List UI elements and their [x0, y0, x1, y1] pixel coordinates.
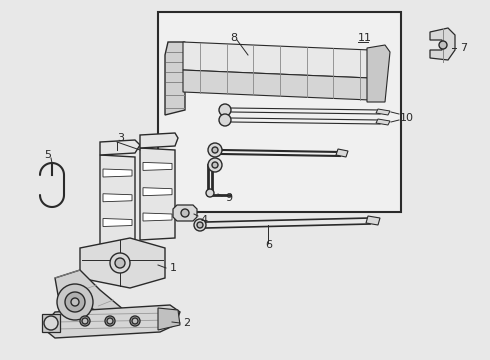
Circle shape	[208, 158, 222, 172]
Circle shape	[71, 298, 79, 306]
Circle shape	[82, 318, 88, 324]
Circle shape	[107, 318, 113, 324]
Polygon shape	[376, 119, 390, 125]
Bar	[42, 314, 60, 332]
Polygon shape	[336, 149, 348, 157]
Polygon shape	[100, 140, 140, 155]
Circle shape	[206, 189, 214, 197]
Text: 8: 8	[230, 33, 237, 43]
Polygon shape	[173, 205, 197, 221]
Polygon shape	[430, 28, 455, 60]
Text: 2: 2	[183, 318, 190, 328]
Text: 3: 3	[117, 133, 124, 143]
Circle shape	[197, 222, 203, 228]
Circle shape	[57, 284, 93, 320]
Polygon shape	[165, 42, 185, 115]
Text: 5: 5	[44, 150, 51, 160]
Polygon shape	[103, 219, 132, 226]
Polygon shape	[100, 155, 135, 245]
Text: 4: 4	[200, 215, 207, 225]
Text: 1: 1	[170, 263, 177, 273]
Circle shape	[181, 209, 189, 217]
Circle shape	[194, 219, 206, 231]
Circle shape	[212, 162, 218, 168]
Text: 10: 10	[400, 113, 414, 123]
Circle shape	[115, 258, 125, 268]
Circle shape	[130, 316, 140, 326]
Polygon shape	[103, 194, 132, 202]
Polygon shape	[143, 188, 172, 196]
Text: 6: 6	[265, 240, 272, 250]
Polygon shape	[55, 270, 130, 320]
Circle shape	[132, 318, 138, 324]
Polygon shape	[140, 133, 178, 148]
Circle shape	[65, 292, 85, 312]
Circle shape	[439, 41, 447, 49]
Polygon shape	[367, 45, 390, 102]
Circle shape	[208, 143, 222, 157]
Text: 7: 7	[460, 43, 467, 53]
Polygon shape	[158, 308, 180, 330]
Text: 11: 11	[358, 33, 372, 43]
Polygon shape	[366, 216, 380, 225]
Polygon shape	[143, 162, 172, 170]
Polygon shape	[45, 305, 180, 338]
Polygon shape	[80, 238, 165, 288]
Circle shape	[212, 147, 218, 153]
Circle shape	[110, 253, 130, 273]
Polygon shape	[103, 169, 132, 177]
Bar	[158, 12, 401, 212]
Circle shape	[44, 316, 58, 330]
Polygon shape	[376, 109, 390, 115]
Polygon shape	[183, 42, 370, 78]
Polygon shape	[143, 213, 172, 221]
Text: 9: 9	[225, 193, 232, 203]
Polygon shape	[183, 70, 370, 100]
Circle shape	[219, 104, 231, 116]
Circle shape	[80, 316, 90, 326]
Circle shape	[219, 114, 231, 126]
Polygon shape	[140, 148, 175, 240]
Circle shape	[105, 316, 115, 326]
